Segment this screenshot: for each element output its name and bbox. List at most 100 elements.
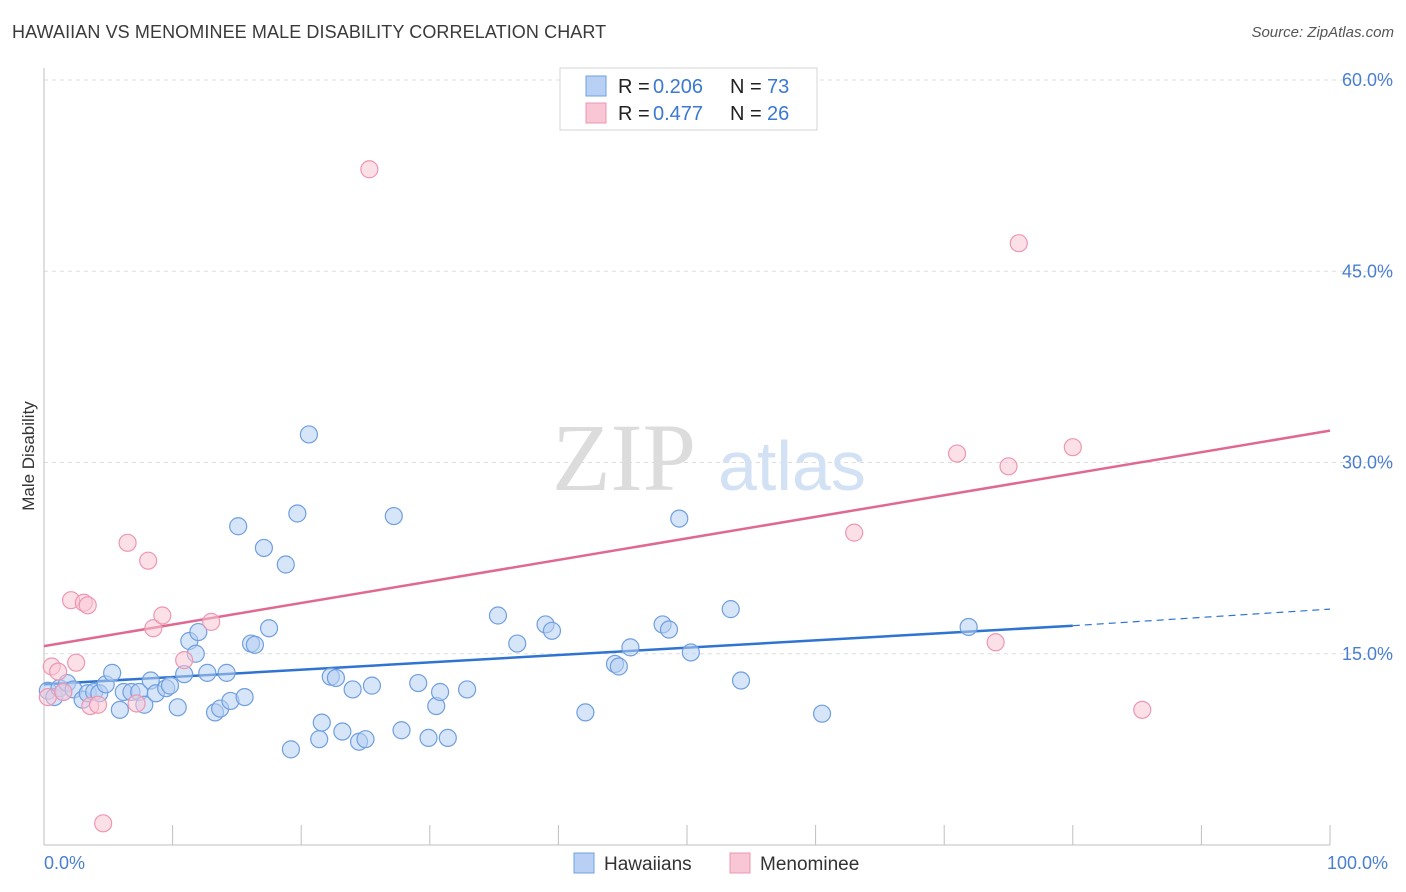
point-menominee (144, 619, 163, 638)
y-tick-label: 60.0% (1342, 70, 1393, 90)
point-hawaiians (281, 740, 301, 759)
data-points (38, 160, 1152, 833)
point-hawaiians (235, 687, 254, 707)
point-hawaiians (392, 721, 411, 740)
point-hawaiians (731, 671, 751, 690)
point-hawaiians (457, 680, 477, 699)
trend-line-hawaiians-extension (1072, 608, 1331, 627)
legend-n-value-2: 26 (767, 103, 789, 125)
watermark: ZIP atlas (552, 404, 866, 511)
y-tick-label: 45.0% (1342, 261, 1393, 281)
point-hawaiians (160, 676, 180, 695)
point-hawaiians (576, 703, 595, 722)
point-hawaiians (110, 700, 129, 719)
point-hawaiians (229, 517, 248, 536)
chart-title: HAWAIIAN VS MENOMINEE MALE DISABILITY CO… (12, 22, 607, 42)
point-hawaiians (659, 620, 679, 639)
point-hawaiians (430, 682, 450, 702)
y-tick-label: 15.0% (1342, 644, 1393, 664)
point-menominee (127, 694, 146, 713)
point-hawaiians (488, 606, 508, 625)
point-hawaiians (609, 657, 628, 676)
point-hawaiians (721, 600, 740, 619)
bottom-legend-label-menominee: Menominee (760, 854, 859, 875)
point-hawaiians (670, 509, 689, 528)
stats-legend: R = 0.206 N = 73 R = 0.477 N = 26 (559, 67, 818, 131)
legend-r-value-2: 0.477 (653, 103, 703, 125)
point-hawaiians (299, 425, 319, 444)
point-hawaiians (168, 698, 187, 717)
point-hawaiians (356, 730, 375, 749)
point-menominee (1133, 700, 1152, 719)
watermark-zip: ZIP (552, 404, 696, 511)
point-hawaiians (254, 538, 274, 558)
point-menominee (67, 653, 86, 672)
point-hawaiians (621, 638, 640, 657)
legend-r-value-1: 0.206 (653, 76, 703, 98)
watermark-atlas: atlas (718, 427, 866, 505)
legend-n-label-2: N = (730, 103, 762, 125)
x-tick-label-min: 0.0% (44, 853, 85, 873)
point-hawaiians (198, 663, 217, 682)
grid-lines (44, 79, 1394, 655)
legend-swatch-menominee (585, 102, 607, 124)
point-hawaiians (508, 634, 527, 653)
y-tick-labels: 15.0% 30.0% 45.0% 60.0% (1342, 70, 1393, 664)
point-hawaiians (681, 643, 700, 662)
legend-swatch-hawaiians (585, 75, 607, 97)
point-hawaiians (310, 730, 329, 749)
point-hawaiians (217, 663, 236, 682)
point-hawaiians (384, 506, 403, 526)
point-hawaiians (542, 621, 562, 640)
legend-n-label-1: N = (730, 76, 762, 98)
point-hawaiians (189, 622, 208, 642)
y-axis-label: Male Disability (19, 401, 38, 511)
x-tick-label-max: 100.0% (1327, 853, 1388, 873)
point-menominee (118, 533, 137, 552)
x-ticks (43, 825, 1331, 845)
point-hawaiians (362, 676, 382, 695)
point-hawaiians (288, 504, 307, 523)
point-hawaiians (343, 680, 362, 699)
legend-r-label-1: R = (618, 76, 650, 98)
point-menominee (202, 612, 221, 631)
point-hawaiians (326, 668, 346, 688)
point-menominee (54, 682, 73, 702)
point-menominee (38, 687, 57, 707)
point-hawaiians (333, 722, 352, 741)
series-legend: Hawaiians Menominee (573, 852, 859, 875)
point-menominee (153, 606, 172, 625)
legend-n-value-1: 73 (767, 76, 789, 98)
point-hawaiians (103, 663, 122, 682)
point-menominee (999, 457, 1018, 476)
point-hawaiians (812, 704, 832, 723)
point-hawaiians (312, 713, 331, 732)
point-menominee (360, 160, 379, 179)
point-menominee (175, 651, 194, 670)
point-hawaiians (276, 555, 295, 574)
point-menominee (947, 444, 967, 463)
point-menominee (88, 695, 108, 714)
point-hawaiians (959, 617, 978, 637)
point-menominee (845, 523, 864, 542)
point-hawaiians (419, 728, 438, 748)
point-menominee (94, 814, 113, 833)
point-menominee (1009, 234, 1028, 253)
point-menominee (49, 662, 68, 681)
bottom-legend-label-hawaiians: Hawaiians (604, 854, 692, 875)
point-hawaiians (245, 635, 265, 654)
legend-r-label-2: R = (618, 103, 650, 125)
point-menominee (139, 551, 158, 570)
bottom-legend-swatch-hawaiians (573, 852, 595, 874)
point-menominee (1063, 438, 1082, 457)
point-hawaiians (259, 619, 279, 638)
chart-source: Source: ZipAtlas.com (1251, 24, 1394, 41)
point-menominee (78, 596, 97, 615)
point-hawaiians (409, 673, 428, 693)
point-hawaiians (438, 728, 457, 748)
bottom-legend-swatch-menominee (729, 852, 751, 874)
trend-line-menominee (43, 429, 1331, 648)
y-tick-label: 30.0% (1342, 453, 1393, 473)
point-menominee (986, 633, 1005, 652)
